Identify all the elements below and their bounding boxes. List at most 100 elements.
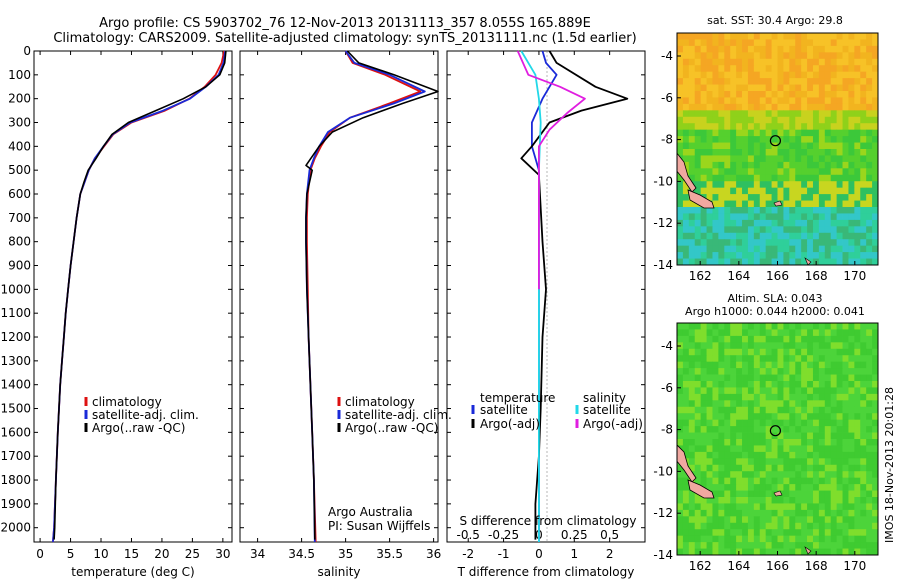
heatmap-cell bbox=[812, 542, 820, 549]
heatmap-cell bbox=[730, 393, 737, 401]
heatmap-cell bbox=[688, 323, 696, 330]
heatmap-cell bbox=[765, 451, 772, 459]
heatmap-cell bbox=[836, 200, 843, 208]
heatmap-cell bbox=[795, 110, 802, 118]
heatmap-cell bbox=[830, 342, 838, 350]
heatmap-cell bbox=[694, 129, 702, 137]
heatmap-cell bbox=[818, 509, 826, 517]
heatmap-cell bbox=[700, 142, 707, 150]
heatmap-cell bbox=[718, 477, 725, 485]
heatmap-cell bbox=[842, 355, 849, 363]
heatmap-cell bbox=[830, 516, 838, 524]
heatmap-cell bbox=[848, 65, 855, 73]
heatmap-cell bbox=[807, 103, 814, 111]
heatmap-cell bbox=[688, 149, 696, 156]
heatmap-cell bbox=[818, 535, 826, 543]
heatmap-cell bbox=[753, 91, 761, 98]
heatmap-cell bbox=[860, 33, 867, 40]
heatmap-cell bbox=[712, 123, 719, 131]
heatmap-cell bbox=[860, 426, 867, 433]
heatmap-cell bbox=[736, 535, 743, 543]
heatmap-cell bbox=[801, 342, 808, 350]
heatmap-cell bbox=[718, 393, 725, 401]
map-y-tick-label: -6 bbox=[661, 381, 673, 395]
heatmap-cell bbox=[860, 84, 867, 92]
heatmap-cell bbox=[688, 33, 696, 40]
heatmap-cell bbox=[818, 542, 826, 549]
heatmap-cell bbox=[854, 329, 861, 337]
heatmap-cell bbox=[807, 58, 814, 66]
heatmap-cell bbox=[777, 129, 784, 137]
heatmap-cell bbox=[718, 226, 725, 234]
heatmap-cell bbox=[718, 168, 725, 176]
heatmap-cell bbox=[866, 226, 873, 234]
heatmap-cell bbox=[848, 116, 855, 124]
heatmap-cell bbox=[836, 400, 843, 408]
heatmap-cell bbox=[830, 161, 838, 169]
heatmap-cell bbox=[860, 226, 867, 234]
heatmap-cell bbox=[706, 342, 713, 350]
heatmap-cell bbox=[830, 458, 838, 466]
legend-satellite-label: satellite-adj. clim. bbox=[345, 408, 452, 422]
heatmap-cell bbox=[706, 45, 713, 53]
heatmap-cell bbox=[812, 529, 820, 537]
heatmap-cell bbox=[694, 323, 702, 330]
heatmap-cell bbox=[848, 406, 855, 414]
heatmap-cell bbox=[795, 348, 802, 356]
heatmap-cell bbox=[753, 329, 761, 337]
heatmap-cell bbox=[724, 484, 731, 491]
heatmap-cell bbox=[700, 381, 707, 388]
heatmap-cell bbox=[706, 374, 713, 382]
heatmap-cell bbox=[700, 91, 707, 98]
heatmap-cell bbox=[818, 361, 826, 369]
heatmap-cell bbox=[682, 368, 690, 375]
heatmap-cell bbox=[747, 439, 755, 446]
heatmap-cell bbox=[759, 45, 767, 53]
heatmap-cell bbox=[795, 497, 802, 504]
heatmap-cell bbox=[854, 471, 861, 479]
heatmap-cell bbox=[818, 149, 826, 156]
heatmap-cell bbox=[694, 374, 702, 382]
heatmap-cell bbox=[824, 535, 832, 543]
y-tick-label: 900 bbox=[8, 259, 31, 273]
heatmap-cell bbox=[724, 174, 731, 182]
heatmap-cell bbox=[736, 116, 743, 124]
legend-temp-argo-label: Argo(-adj) bbox=[480, 417, 540, 431]
heatmap-cell bbox=[724, 516, 731, 524]
heatmap-cell bbox=[836, 477, 843, 485]
heatmap-cell bbox=[848, 374, 855, 382]
heatmap-cell bbox=[700, 78, 707, 85]
heatmap-cell bbox=[700, 71, 707, 79]
heatmap-cell bbox=[795, 477, 802, 485]
heatmap-cell bbox=[753, 155, 761, 163]
heatmap-cell bbox=[860, 207, 867, 214]
heatmap-cell bbox=[818, 97, 826, 105]
heatmap-cell bbox=[742, 155, 749, 163]
heatmap-cell bbox=[718, 155, 725, 163]
heatmap-cell bbox=[724, 335, 731, 343]
heatmap-cell bbox=[706, 381, 713, 388]
heatmap-cell bbox=[771, 477, 778, 485]
heatmap-cell bbox=[730, 426, 737, 433]
heatmap-cell bbox=[866, 200, 873, 208]
heatmap-cell bbox=[795, 232, 802, 240]
heatmap-cell bbox=[818, 58, 826, 66]
heatmap-cell bbox=[724, 33, 731, 40]
heatmap-cell bbox=[700, 168, 707, 176]
heatmap-cell bbox=[753, 535, 761, 543]
heatmap-cell bbox=[677, 187, 684, 195]
heatmap-cell bbox=[801, 464, 808, 472]
heatmap-cell bbox=[807, 490, 814, 498]
heatmap-cell bbox=[866, 329, 873, 337]
heatmap-cell bbox=[718, 71, 725, 79]
heatmap-cell bbox=[753, 509, 761, 517]
heatmap-cell bbox=[700, 226, 707, 234]
heatmap-cell bbox=[765, 381, 772, 388]
heatmap-cell bbox=[795, 381, 802, 388]
heatmap-cell bbox=[706, 174, 713, 182]
heatmap-cell bbox=[682, 155, 690, 163]
heatmap-cell bbox=[795, 97, 802, 105]
heatmap-cell bbox=[771, 258, 778, 265]
sla-islands bbox=[677, 444, 812, 555]
series-line-3 bbox=[305, 50, 439, 540]
